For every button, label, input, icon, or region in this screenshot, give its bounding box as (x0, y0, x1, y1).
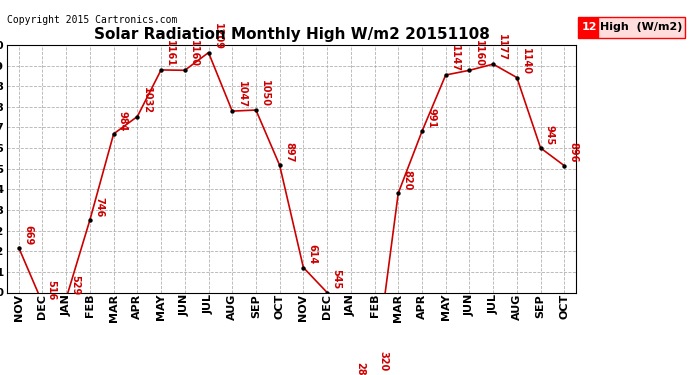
Point (535, 145, 546, 151)
Text: 896: 896 (569, 142, 578, 163)
Text: 1209: 1209 (213, 23, 223, 50)
Point (13, 245, 24, 251)
Point (227, 108, 238, 114)
Point (559, 163, 570, 169)
Text: 12: 12 (582, 22, 597, 32)
Point (132, 114, 143, 120)
Point (393, 190, 404, 196)
Text: 1047: 1047 (237, 81, 246, 108)
Text: 669: 669 (23, 225, 33, 245)
Point (464, 67, 475, 73)
Text: 945: 945 (545, 125, 555, 145)
Text: 545: 545 (331, 269, 342, 290)
Text: 1160: 1160 (189, 40, 199, 68)
Text: 529: 529 (70, 275, 81, 296)
Point (203, 50, 214, 55)
Text: 1140: 1140 (521, 48, 531, 75)
Point (274, 162, 285, 168)
Title: Solar Radiation Monthly High W/m2 20151108: Solar Radiation Monthly High W/m2 201511… (94, 27, 489, 42)
Point (440, 72, 451, 78)
Text: 897: 897 (284, 142, 294, 162)
Point (37, 300, 48, 306)
Point (511, 75, 522, 81)
Point (322, 290, 333, 296)
Text: 991: 991 (426, 108, 436, 129)
Text: 746: 746 (94, 197, 104, 217)
Text: Copyright 2015 Cartronics.com: Copyright 2015 Cartronics.com (7, 15, 177, 25)
Point (155, 67, 166, 73)
Point (488, 61, 499, 67)
Point (298, 265, 309, 271)
Text: 1161: 1161 (166, 40, 175, 67)
Text: 820: 820 (402, 170, 413, 190)
Point (369, 371, 380, 375)
Text: 287: 287 (355, 363, 365, 375)
Text: High  (W/m2): High (W/m2) (600, 22, 682, 32)
Point (84, 217, 95, 223)
Text: 1147: 1147 (450, 45, 460, 72)
Point (179, 67, 190, 73)
Point (250, 107, 262, 113)
Point (417, 128, 428, 134)
Text: 320: 320 (379, 351, 388, 371)
Text: 516: 516 (47, 280, 57, 300)
Text: 1160: 1160 (473, 40, 484, 68)
Point (108, 131, 119, 137)
Text: 614: 614 (308, 244, 317, 265)
Text: 1177: 1177 (497, 34, 507, 61)
Text: 1050: 1050 (260, 80, 270, 107)
Point (61, 295, 72, 301)
Text: 1032: 1032 (141, 87, 152, 114)
Text: 984: 984 (118, 111, 128, 131)
